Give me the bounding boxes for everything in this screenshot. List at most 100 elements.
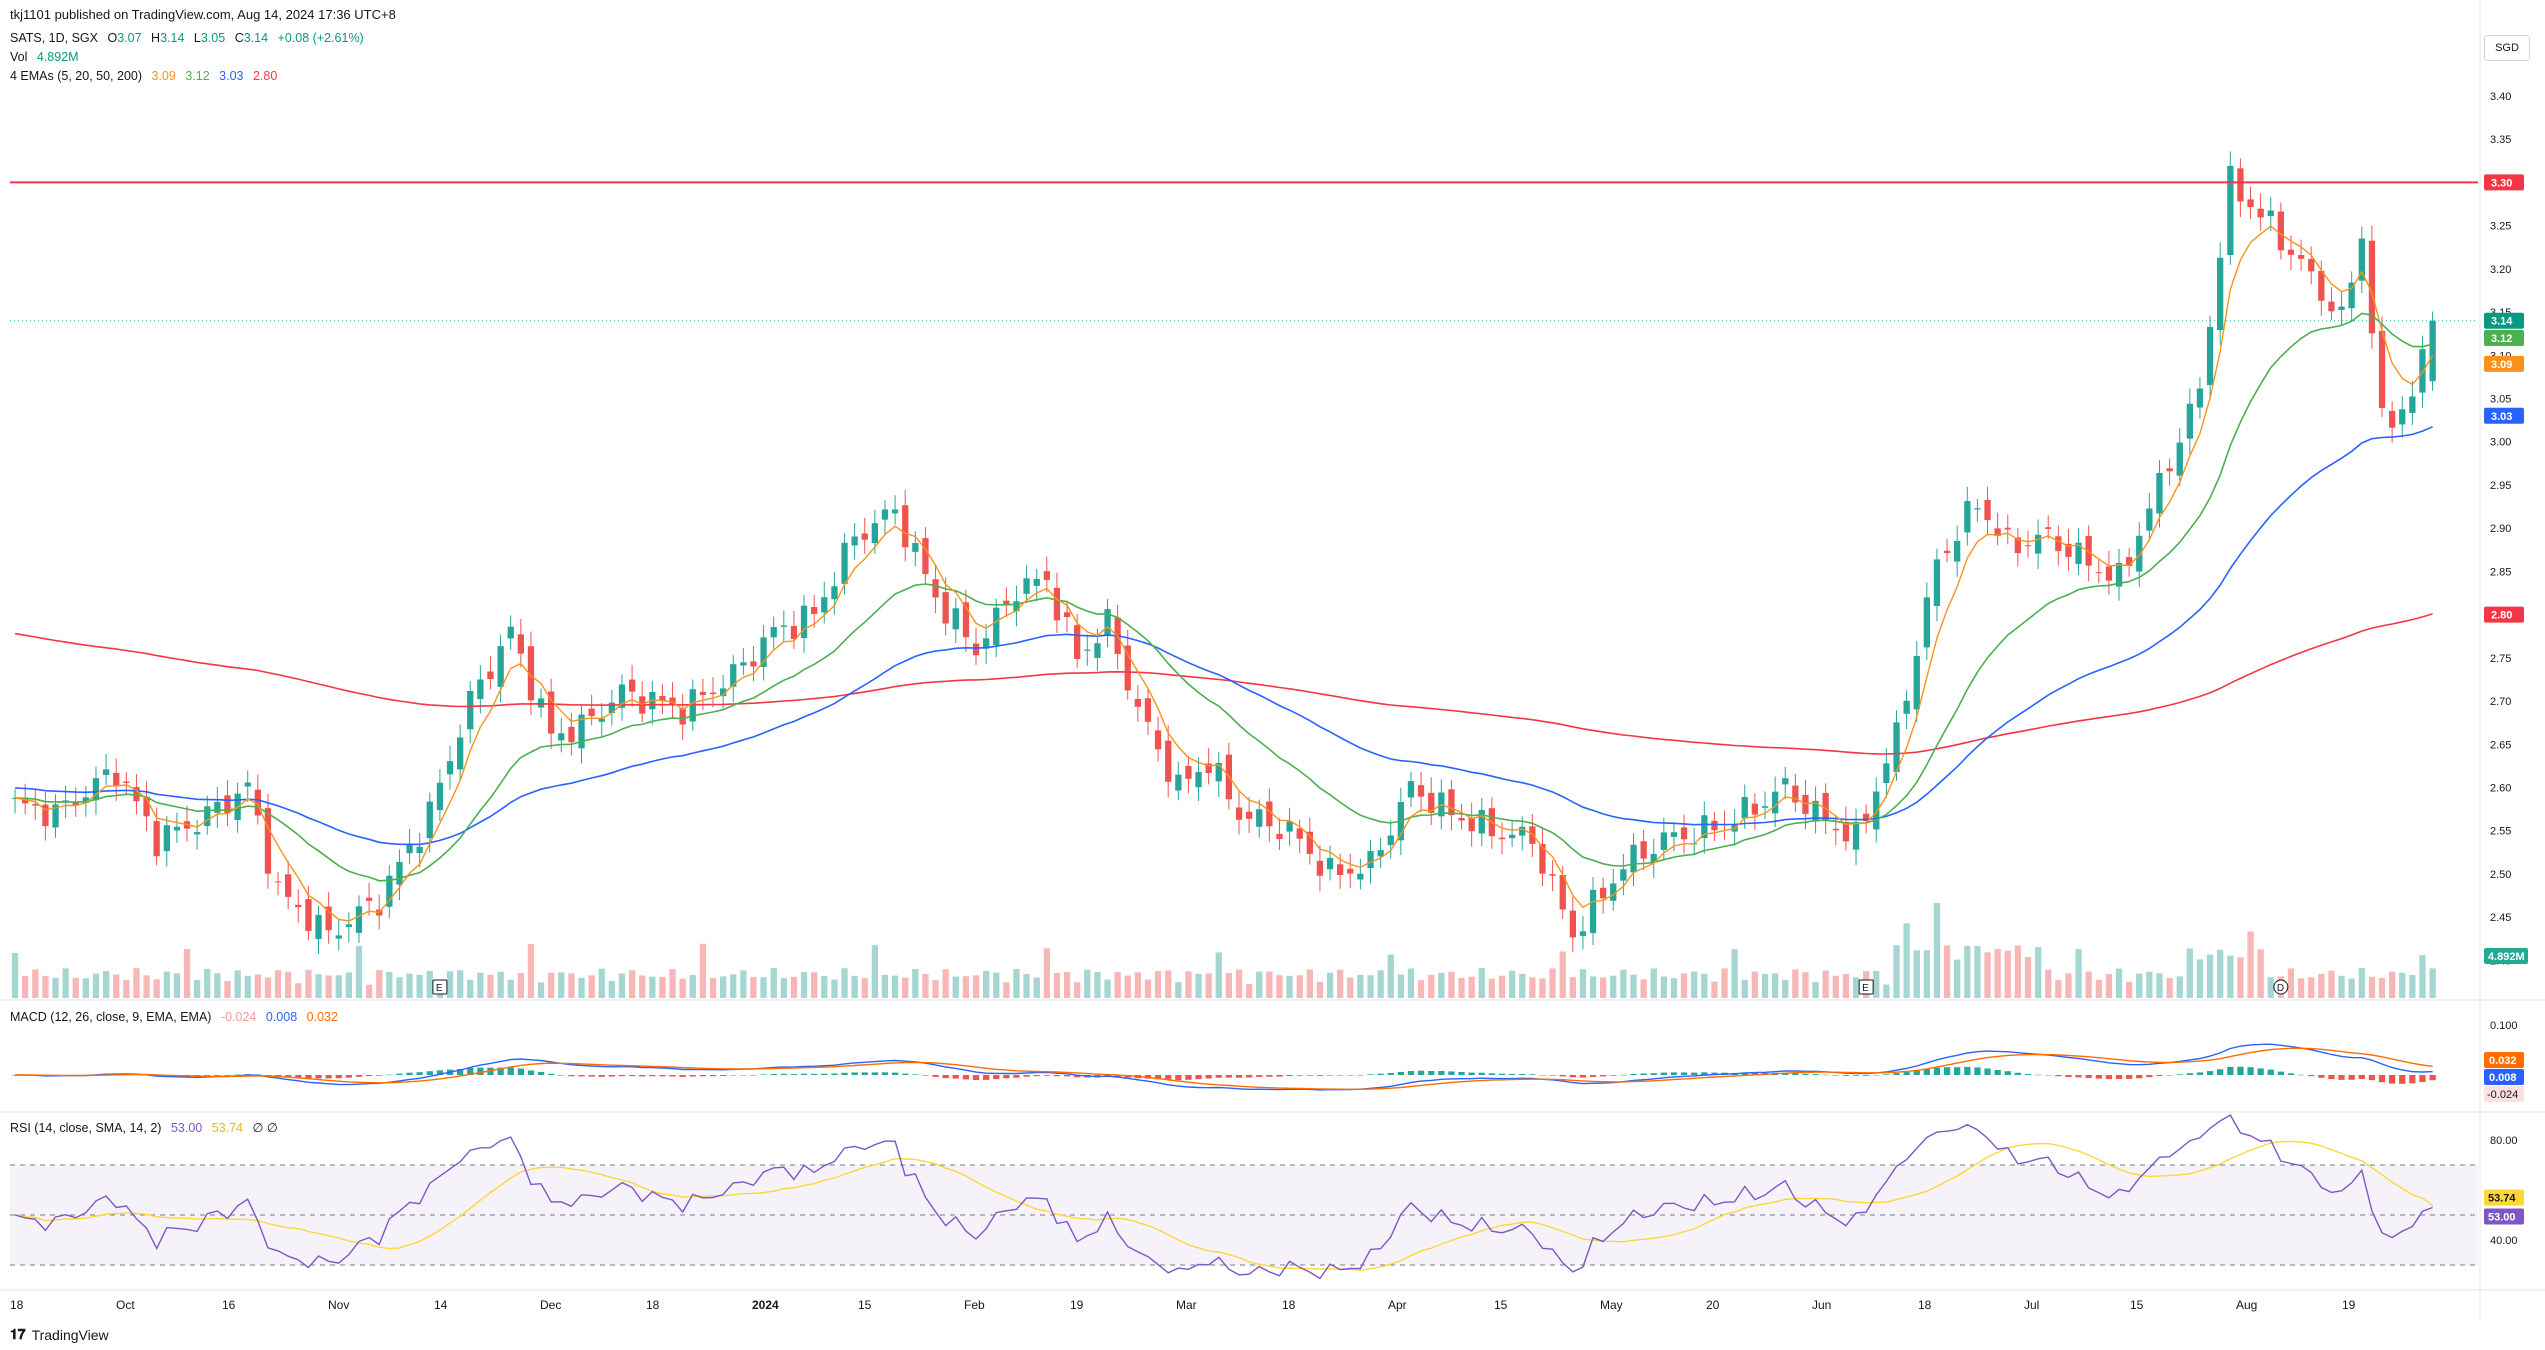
volume-bar — [1954, 959, 1961, 998]
macd-histogram-bar — [720, 1075, 727, 1076]
rsi-value: 53.00 — [170, 1121, 203, 1135]
macd-histogram-bar — [1529, 1074, 1536, 1075]
candle-body — [568, 726, 575, 743]
candle-body — [1984, 499, 1991, 521]
macd-histogram-bar — [2217, 1069, 2224, 1075]
macd-histogram-bar — [457, 1069, 464, 1075]
macd-histogram-bar — [881, 1072, 889, 1075]
volume-bar — [1165, 970, 1172, 998]
volume-bar — [1337, 969, 1344, 998]
macd-histogram-bar — [1741, 1072, 1748, 1075]
currency-button[interactable]: SGD — [2484, 35, 2530, 61]
macd-histogram-bar — [1640, 1073, 1647, 1075]
candle-body — [699, 691, 707, 695]
volume-bar — [1084, 969, 1091, 998]
ema-label[interactable]: 4 EMAs (5, 20, 50, 200) — [10, 69, 143, 83]
volume-label[interactable]: Vol — [10, 50, 28, 64]
candle-body — [2237, 168, 2244, 202]
candle-body — [1235, 807, 1243, 820]
macd-histogram-bar — [2055, 1075, 2062, 1077]
macd-histogram-bar — [2419, 1075, 2426, 1082]
candle-body — [1711, 820, 1718, 831]
candle-body — [436, 782, 444, 811]
macd-histogram-bar — [467, 1068, 474, 1075]
symbol-name[interactable]: SATS, 1D, SGX — [10, 31, 98, 45]
macd-signal-label-bg — [2484, 1052, 2524, 1068]
macd-histogram-bar — [831, 1073, 838, 1075]
macd-histogram-bar — [851, 1072, 858, 1075]
macd-histogram-bar — [2085, 1075, 2092, 1078]
volume-bar — [831, 979, 838, 998]
candle-body — [143, 796, 150, 817]
macd-histogram-bar — [972, 1075, 980, 1080]
volume-bar — [1144, 979, 1152, 998]
macd-histogram-bar — [770, 1074, 777, 1075]
volume-bar — [881, 974, 889, 998]
candle-body — [2095, 572, 2102, 574]
volume-bar — [780, 978, 787, 998]
candle-body — [1822, 792, 1829, 821]
rsi-label[interactable]: RSI (14, close, SMA, 14, 2) — [10, 1121, 162, 1135]
macd-histogram-bar — [1498, 1073, 1506, 1075]
macd-histogram-bar — [1246, 1075, 1253, 1078]
macd-histogram-bar — [618, 1075, 626, 1077]
candle-body — [194, 832, 201, 835]
candle-body — [2247, 199, 2254, 207]
candle-body — [1640, 841, 1647, 859]
volume-bar — [1640, 979, 1647, 998]
volume-bar — [1124, 975, 1131, 998]
candle-body — [1387, 835, 1394, 846]
macd-histogram-bar — [2227, 1066, 2234, 1075]
x-tick-label: 15 — [858, 1298, 872, 1312]
volume-bar — [709, 978, 717, 998]
macd-histogram-bar — [2035, 1074, 2042, 1076]
macd-histogram-bar — [1933, 1067, 1941, 1075]
macd-histogram-bar — [1913, 1070, 1920, 1075]
volume-bar — [770, 968, 777, 998]
candle-body — [1509, 834, 1516, 839]
macd-histogram-bar — [1519, 1074, 1526, 1075]
candle-body — [224, 795, 231, 814]
price-axis-label: 3.09 — [2491, 359, 2512, 371]
macd-label[interactable]: MACD (12, 26, close, 9, EMA, EMA) — [10, 1010, 212, 1024]
candle-body — [1417, 785, 1425, 797]
candle-body — [2267, 210, 2274, 217]
volume-bar — [173, 973, 181, 998]
candle-body — [1448, 789, 1455, 816]
macd-histogram-bar — [355, 1075, 363, 1077]
volume-bar — [2318, 973, 2325, 998]
volume-bar — [2146, 971, 2153, 998]
volume-bar — [821, 975, 828, 998]
candle-body — [2227, 165, 2234, 255]
candle-body — [1165, 740, 1172, 782]
volume-bar — [1215, 952, 1222, 998]
candle-body — [366, 897, 373, 901]
macd-histogram-bar — [699, 1075, 707, 1077]
ema5-line — [14, 225, 2434, 922]
candle-body — [345, 924, 352, 927]
price-axis-label: 2.80 — [2491, 610, 2512, 622]
macd-histogram-bar — [386, 1074, 393, 1076]
volume-bar — [1498, 975, 1506, 998]
candle-body — [426, 801, 433, 839]
volume-bar — [133, 968, 140, 998]
candle-body — [1549, 874, 1556, 876]
candle-body — [1407, 781, 1415, 798]
candle-body — [254, 789, 261, 816]
ema20-value: 3.12 — [185, 69, 210, 83]
volume-bar — [1802, 972, 1809, 998]
price-axis-label-bg — [2484, 174, 2524, 191]
volume-bar — [194, 980, 201, 998]
volume-bar — [649, 976, 656, 998]
macd-line-value: 0.008 — [265, 1010, 298, 1024]
volume-bar — [568, 973, 575, 998]
candle-body — [1751, 803, 1758, 815]
macd-histogram-bar — [2247, 1067, 2254, 1075]
candle-body — [1680, 827, 1688, 840]
candle-body — [487, 671, 494, 680]
macd-histogram-bar — [1033, 1075, 1040, 1077]
volume-bar — [2217, 949, 2224, 998]
macd-histogram-bar — [1984, 1068, 1991, 1075]
candle-body — [1883, 763, 1890, 783]
